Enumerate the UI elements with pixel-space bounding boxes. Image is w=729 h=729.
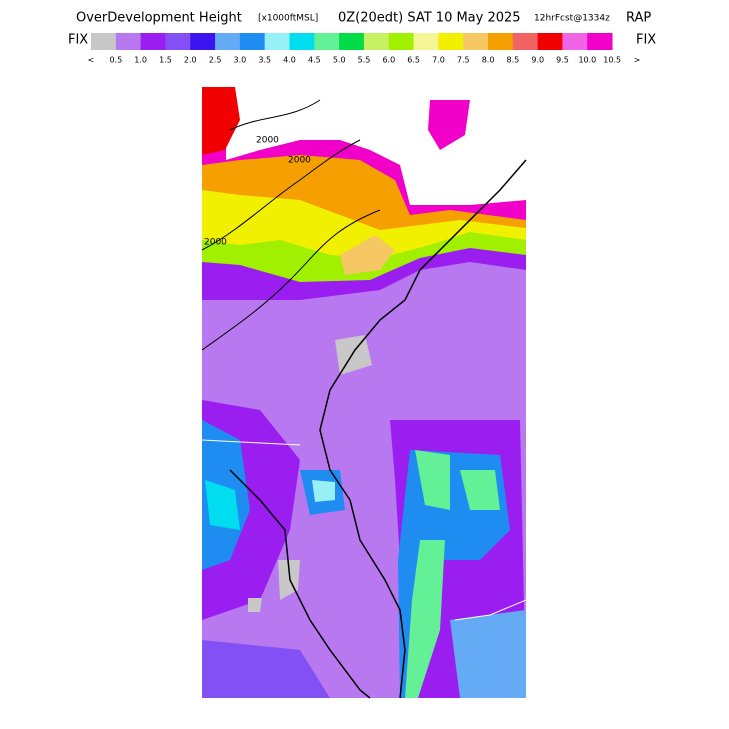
- scale-label: 10.5: [603, 56, 621, 65]
- contour-label: 2000: [204, 238, 227, 248]
- color-swatch: [140, 33, 166, 50]
- scale-label: 4.5: [308, 56, 321, 65]
- color-swatch: [115, 33, 142, 50]
- scale-label: >: [634, 56, 641, 65]
- color-bar: <0.5 1.0 1.5 2.0 2.5 3.0 3.5 4.0 4.5 5.0 5.5 6.0 6.5…: [88, 33, 641, 65]
- fix-left: FIX: [68, 33, 88, 48]
- units: [x1000ftMSL]: [258, 14, 318, 24]
- color-swatch: [413, 33, 439, 50]
- scale-label: 5.0: [333, 56, 346, 65]
- map: 2000 2000 2000: [201, 87, 527, 699]
- color-swatch: [215, 33, 241, 50]
- model: RAP: [626, 11, 651, 26]
- color-swatch: [388, 33, 415, 50]
- scale-label: 3.5: [258, 56, 271, 65]
- scale-label: 4.0: [283, 56, 296, 65]
- scale-label: 8.0: [482, 56, 495, 65]
- scale-label: 2.0: [184, 56, 197, 65]
- scale-label: 9.0: [531, 56, 544, 65]
- scale-label: 9.5: [556, 56, 569, 65]
- color-swatch: [537, 33, 563, 50]
- scale-label: 1.0: [134, 56, 147, 65]
- color-swatch: [438, 33, 464, 50]
- color-swatch: [289, 33, 315, 50]
- scale-label: <: [88, 56, 95, 65]
- scale-label: 6.0: [382, 56, 395, 65]
- scale-label: 1.5: [159, 56, 172, 65]
- contour-label: 2000: [256, 136, 279, 146]
- color-swatch: [587, 33, 613, 50]
- scale-label: 3.0: [234, 56, 247, 65]
- scale-label: 2.5: [209, 56, 222, 65]
- color-swatch: [363, 33, 390, 50]
- color-swatch: [562, 33, 588, 50]
- color-swatch: [165, 33, 191, 50]
- fix-right: FIX: [636, 33, 656, 48]
- contour-label: 2000: [288, 156, 311, 166]
- scale-label: 6.5: [407, 56, 420, 65]
- scale-label: 10.0: [578, 56, 596, 65]
- scale-label: 8.5: [507, 56, 520, 65]
- color-swatch: [463, 33, 489, 50]
- color-swatch: [190, 33, 216, 50]
- valid-time: 0Z(20edt) SAT 10 May 2025: [338, 11, 521, 26]
- scale-label: 0.5: [109, 56, 122, 65]
- forecast: 12hrFcst@1334z: [534, 14, 610, 24]
- field-title: OverDevelopment Height: [76, 11, 242, 26]
- scale-label: 5.5: [358, 56, 371, 65]
- color-swatch: [487, 33, 514, 50]
- color-swatch: [314, 33, 340, 50]
- color-swatch: [339, 33, 365, 50]
- scale-label: 7.0: [432, 56, 445, 65]
- color-swatch: [91, 33, 117, 50]
- color-swatch: [512, 33, 539, 50]
- color-swatch: [264, 33, 290, 50]
- scale-label: 7.5: [457, 56, 470, 65]
- color-swatch: [239, 33, 266, 50]
